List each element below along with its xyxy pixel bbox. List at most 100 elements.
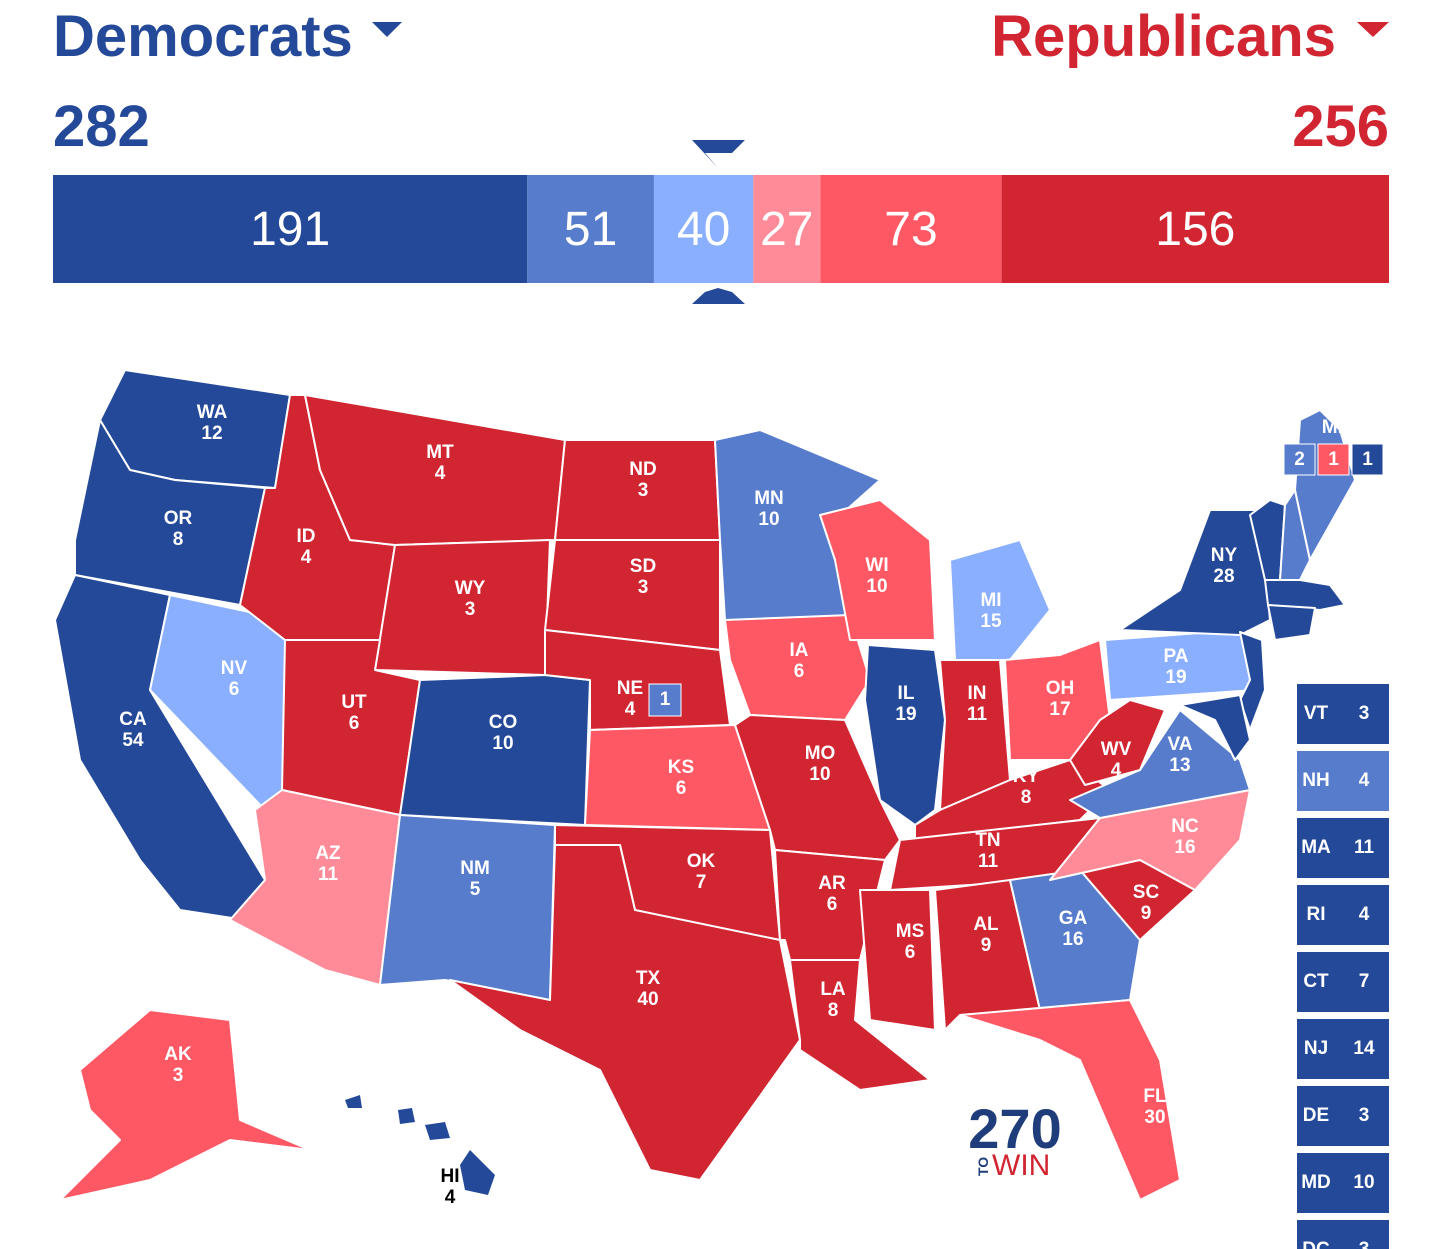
side-ev: 7 [1359, 971, 1370, 992]
state-ev: 3 [465, 599, 476, 620]
state-ev: 6 [676, 778, 687, 799]
bar-segment[interactable] [653, 175, 754, 283]
state-abbr: NV [221, 658, 248, 679]
side-box[interactable] [1297, 1153, 1389, 1213]
state-ev: 9 [1141, 903, 1152, 924]
state-abbr: GA [1059, 908, 1088, 929]
bar-segment[interactable] [1001, 175, 1389, 283]
state-ev: 6 [794, 661, 805, 682]
state[interactable] [374, 539, 551, 676]
state-ev: 4 [301, 547, 312, 568]
bar-segment[interactable] [820, 175, 1002, 283]
state[interactable] [449, 844, 801, 1181]
side-ev: 3 [1359, 703, 1370, 724]
side-box[interactable] [1297, 1086, 1389, 1146]
side-box[interactable] [1297, 751, 1389, 811]
state-ev: 17 [1049, 699, 1070, 720]
state-ev: 28 [1213, 566, 1234, 587]
state-abbr: MN [754, 488, 784, 509]
state-abbr: SC [1133, 882, 1160, 903]
bar-label: 191 [250, 203, 330, 256]
side-ev: 10 [1353, 1172, 1374, 1193]
side-box[interactable] [1297, 952, 1389, 1012]
state-ev: 11 [318, 864, 339, 885]
district-box[interactable] [1351, 443, 1384, 476]
side-ev: 4 [1359, 770, 1370, 791]
state[interactable] [1119, 509, 1271, 636]
side-box[interactable] [1297, 684, 1389, 744]
side-box[interactable] [1297, 1220, 1389, 1249]
state-abbr: WV [1101, 739, 1132, 760]
state-ev: 10 [866, 576, 887, 597]
side-ev: 11 [1354, 837, 1375, 858]
bar-label: 51 [564, 203, 617, 256]
state-ev: 4 [1111, 760, 1122, 781]
state-ev: 6 [827, 894, 838, 915]
side-box[interactable] [1297, 818, 1389, 878]
state-abbr: OH [1046, 678, 1075, 699]
state-ev: 8 [1021, 787, 1032, 808]
state-ev: 5 [470, 879, 481, 900]
bar-label: 156 [1155, 203, 1235, 256]
state-abbr: LA [820, 979, 846, 1000]
state-abbr: KS [668, 757, 694, 778]
state-ev: 30 [1144, 1107, 1165, 1128]
state[interactable] [819, 499, 936, 641]
logo-to: TO [975, 1157, 991, 1176]
state-abbr: AK [164, 1044, 192, 1065]
state-ev: 6 [229, 679, 240, 700]
bar-label: 73 [884, 203, 937, 256]
district-box[interactable] [1283, 443, 1316, 476]
state[interactable] [859, 889, 936, 1031]
state[interactable] [949, 539, 1051, 661]
state[interactable] [864, 644, 946, 826]
state-abbr: ID [297, 526, 316, 547]
side-abbr: VT [1304, 703, 1329, 724]
state-abbr: NM [460, 858, 490, 879]
state[interactable] [399, 674, 591, 826]
side-abbr: NJ [1304, 1038, 1328, 1059]
state-abbr: AL [973, 914, 999, 935]
district-box[interactable] [1317, 443, 1350, 476]
state[interactable] [959, 999, 1181, 1201]
dem-name[interactable]: Democrats [53, 4, 353, 69]
state[interactable] [1069, 699, 1166, 786]
island [460, 1150, 495, 1195]
state-abbr: AR [818, 873, 846, 894]
logo-number: 270 [968, 1097, 1061, 1160]
midpoint-marker [692, 140, 745, 168]
state-abbr: NE [617, 678, 643, 699]
state-ev: 15 [980, 611, 1002, 632]
state-ev: 19 [1165, 667, 1186, 688]
state-abbr: IA [790, 640, 809, 661]
state-abbr: ND [629, 459, 656, 480]
state[interactable] [379, 814, 556, 1001]
side-box[interactable] [1297, 1019, 1389, 1079]
state-ev: 40 [637, 989, 658, 1010]
side-abbr: MA [1301, 837, 1331, 858]
state-abbr: IN [968, 683, 987, 704]
bar-segment[interactable] [753, 175, 821, 283]
state-shape [1267, 604, 1316, 641]
state-ev: 3 [638, 480, 649, 501]
district-box[interactable] [648, 683, 682, 717]
state-abbr: ME [1322, 417, 1351, 438]
state-ev: 10 [492, 733, 513, 754]
state-ev: 4 [435, 463, 446, 484]
state-abbr: WA [197, 402, 228, 423]
state-abbr: TN [975, 830, 1000, 851]
state-abbr: MT [426, 442, 454, 463]
bar-segment[interactable] [53, 175, 528, 283]
state-ev: 8 [828, 1000, 839, 1021]
state-ev: 4 [625, 699, 636, 720]
bar-segment[interactable] [527, 175, 654, 283]
side-abbr: NH [1302, 770, 1329, 791]
state[interactable] [789, 959, 931, 1091]
bar-label: 27 [760, 203, 813, 256]
side-box[interactable] [1297, 885, 1389, 945]
dem-dropdown [372, 22, 402, 37]
rep-name[interactable]: Republicans [991, 4, 1336, 69]
state[interactable] [59, 1009, 311, 1201]
state-ev: 10 [758, 509, 779, 530]
state-abbr: TX [636, 968, 661, 989]
